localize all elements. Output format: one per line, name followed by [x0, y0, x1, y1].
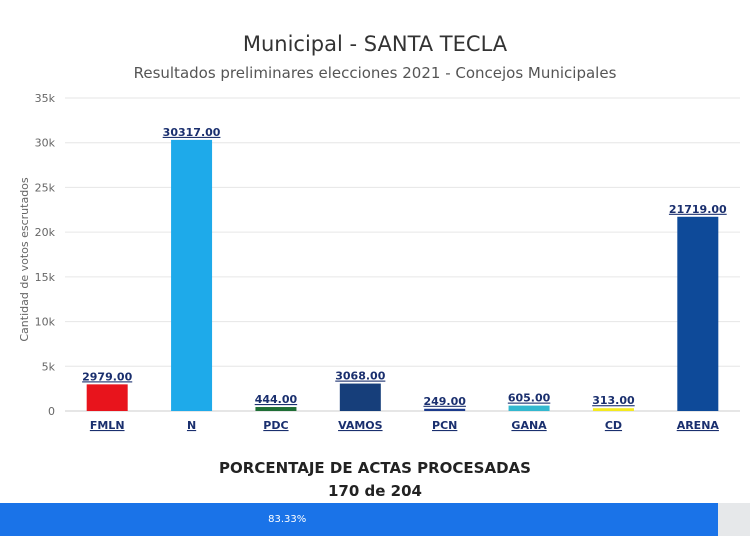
progress-bar: 83.33% — [0, 503, 750, 536]
y-tick-label: 25k — [35, 181, 56, 194]
y-tick-label: 35k — [35, 92, 56, 105]
data-label-cd: 313.00 — [592, 394, 635, 407]
data-label-fmln: 2979.00 — [82, 370, 132, 383]
bar-n[interactable] — [171, 139, 213, 411]
progress-count: 170 de 204 — [328, 482, 422, 500]
progress-bar-fill — [0, 503, 718, 536]
bar-vamos[interactable] — [339, 383, 381, 411]
bar-chart: 0 5k 10k 15k 20k 25k 30k 35k Cantidad de votos … — [18, 92, 740, 432]
x-tick-label-pdc[interactable]: PDC — [263, 419, 288, 432]
y-tick-label: 30k — [35, 137, 56, 150]
chart-subtitle: Resultados preliminares elecciones 2021 … — [133, 64, 617, 82]
data-labels: 2979.00 30317.00 444.00 3068.00 249.00 605.00… — [82, 126, 727, 408]
y-tick-label: 0 — [48, 405, 55, 418]
grid-lines — [65, 97, 740, 412]
progress-percent-label: 83.33% — [268, 514, 307, 525]
y-tick-label: 5k — [42, 360, 56, 373]
bar-fmln[interactable] — [86, 384, 128, 411]
y-axis-ticks: 0 5k 10k 15k 20k 25k 30k 35k — [35, 92, 56, 418]
data-label-pcn: 249.00 — [423, 395, 466, 408]
x-tick-label-vamos[interactable]: VAMOS — [338, 419, 383, 432]
data-label-gana: 605.00 — [508, 392, 551, 405]
x-tick-label-fmln[interactable]: FMLN — [90, 419, 125, 432]
data-label-vamos: 3068.00 — [335, 370, 385, 383]
x-tick-label-gana[interactable]: GANA — [511, 419, 547, 432]
x-tick-label-arena[interactable]: ARENA — [677, 419, 720, 432]
bar-arena[interactable] — [677, 216, 719, 411]
bar-pdc[interactable] — [255, 407, 297, 411]
x-axis-ticks: FMLN N PDC VAMOS PCN GANA CD ARENA — [90, 419, 720, 432]
data-label-arena: 21719.00 — [669, 203, 727, 216]
x-tick-label-n[interactable]: N — [187, 419, 196, 432]
x-tick-label-pcn[interactable]: PCN — [432, 419, 457, 432]
y-axis-label: Cantidad de votos escrutados — [18, 177, 31, 342]
chart-title: Municipal - SANTA TECLA — [242, 32, 508, 56]
y-tick-label: 10k — [35, 316, 56, 329]
data-label-n: 30317.00 — [163, 126, 221, 139]
bar-cd[interactable] — [592, 408, 634, 411]
bar-gana[interactable] — [508, 405, 550, 411]
bar-pcn[interactable] — [424, 408, 466, 411]
x-tick-label-cd[interactable]: CD — [605, 419, 622, 432]
data-label-pdc: 444.00 — [255, 393, 298, 406]
bars — [86, 139, 719, 411]
y-tick-label: 15k — [35, 271, 56, 284]
progress-heading: PORCENTAJE DE ACTAS PROCESADAS — [219, 459, 531, 477]
y-tick-label: 20k — [35, 226, 56, 239]
